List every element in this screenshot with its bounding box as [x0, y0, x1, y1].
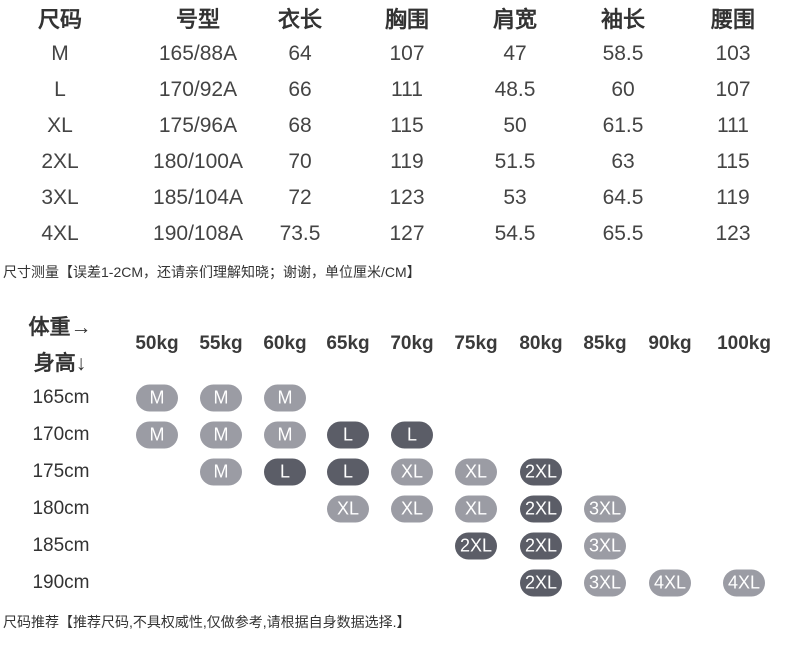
weight-header: 70kg	[390, 333, 434, 354]
weight-header: 60kg	[263, 333, 307, 354]
height-label: 190cm	[32, 572, 90, 593]
weight-header: 65kg	[326, 333, 370, 354]
weight-header: 90kg	[648, 333, 692, 354]
table-cell: XL	[47, 114, 73, 137]
table-cell: 63	[611, 150, 635, 173]
size-pill: 4XL	[649, 569, 691, 597]
table-cell: 127	[389, 222, 425, 245]
weight-header: 100kg	[717, 333, 771, 354]
table-cell: 123	[715, 222, 751, 245]
table-cell: 65.5	[602, 222, 644, 245]
table-cell: 107	[715, 78, 751, 101]
table-cell: 111	[717, 114, 749, 137]
table-header: 腰围	[710, 7, 756, 32]
table-cell: 123	[389, 186, 425, 209]
table-cell: 54.5	[494, 222, 536, 245]
size-pill: XL	[391, 495, 433, 523]
table-cell: 115	[390, 114, 424, 137]
weight-header: 80kg	[519, 333, 563, 354]
table-header: 尺码	[37, 7, 83, 32]
table-cell: 73.5	[279, 222, 321, 245]
table-cell: 185/104A	[153, 186, 243, 209]
weight-header: 55kg	[199, 333, 243, 354]
size-pill: 3XL	[584, 532, 626, 560]
size-pill: XL	[455, 458, 497, 486]
size-pill: M	[136, 384, 178, 412]
size-pill: M	[264, 384, 306, 412]
recommend-note: 尺码推荐【推荐尺码,不具权威性,仅做参考,请根据自身数据选择.】	[3, 614, 411, 630]
table-cell: 111	[391, 78, 423, 101]
table-cell: 2XL	[41, 150, 79, 173]
height-axis-label: 身高↓	[33, 352, 87, 375]
height-label: 175cm	[32, 461, 90, 482]
height-label: 170cm	[32, 424, 90, 445]
size-pill: L	[327, 421, 369, 449]
table-header: 号型	[175, 7, 221, 32]
size-pill: XL	[391, 458, 433, 486]
table-cell: 50	[503, 114, 527, 137]
table-cell: 61.5	[602, 114, 644, 137]
table-cell: 165/88A	[158, 42, 238, 65]
size-pill: XL	[455, 495, 497, 523]
weight-axis-label: 体重→	[28, 316, 92, 339]
height-label: 180cm	[32, 498, 90, 519]
table-cell: 119	[390, 150, 424, 173]
table-cell: 4XL	[41, 222, 79, 245]
size-pill: M	[200, 421, 242, 449]
table-cell: 64.5	[602, 186, 644, 209]
table-header: 肩宽	[492, 7, 538, 32]
table-cell: 58.5	[602, 42, 644, 65]
table-cell: 3XL	[41, 186, 79, 209]
table-cell: 64	[288, 42, 312, 65]
table-cell: 68	[288, 114, 312, 137]
table-header: 袖长	[600, 7, 646, 32]
size-pill: L	[327, 458, 369, 486]
size-pill: M	[200, 384, 242, 412]
table-cell: 48.5	[494, 78, 536, 101]
table-cell: L	[54, 78, 66, 101]
table-cell: 66	[288, 78, 312, 101]
table-cell: 60	[611, 78, 635, 101]
table-cell: 115	[716, 150, 750, 173]
table-header: 胸围	[384, 7, 430, 32]
weight-header: 85kg	[583, 333, 627, 354]
table-cell: 72	[288, 186, 312, 209]
table-cell: M	[51, 42, 69, 65]
size-pill: 2XL	[520, 495, 562, 523]
weight-header: 75kg	[454, 333, 498, 354]
measurement-note: 尺寸测量【误差1-2CM，还请亲们理解知晓；谢谢，单位厘米/CM】	[3, 264, 421, 280]
table-cell: 175/96A	[158, 114, 238, 137]
size-pill: 4XL	[723, 569, 765, 597]
table-cell: 180/100A	[153, 150, 243, 173]
size-pill: 2XL	[520, 458, 562, 486]
table-header: 衣长	[277, 7, 323, 32]
table-cell: 47	[503, 42, 527, 65]
table-cell: 70	[288, 150, 312, 173]
height-label: 165cm	[32, 387, 90, 408]
size-pill: M	[264, 421, 306, 449]
table-cell: 119	[716, 186, 750, 209]
weight-header: 50kg	[135, 333, 179, 354]
size-pill: 2XL	[520, 532, 562, 560]
size-pill: 2XL	[520, 569, 562, 597]
height-label: 185cm	[32, 535, 90, 556]
table-cell: 51.5	[494, 150, 536, 173]
table-cell: 103	[715, 42, 751, 65]
size-pill: M	[136, 421, 178, 449]
size-pill: M	[200, 458, 242, 486]
size-pill: XL	[327, 495, 369, 523]
size-pill: L	[391, 421, 433, 449]
size-pill: 3XL	[584, 495, 626, 523]
size-pill: L	[264, 458, 306, 486]
table-cell: 107	[389, 42, 425, 65]
size-pill: 3XL	[584, 569, 626, 597]
table-cell: 53	[503, 186, 527, 209]
size-pill: 2XL	[455, 532, 497, 560]
table-cell: 170/92A	[158, 78, 238, 101]
table-cell: 190/108A	[153, 222, 243, 245]
